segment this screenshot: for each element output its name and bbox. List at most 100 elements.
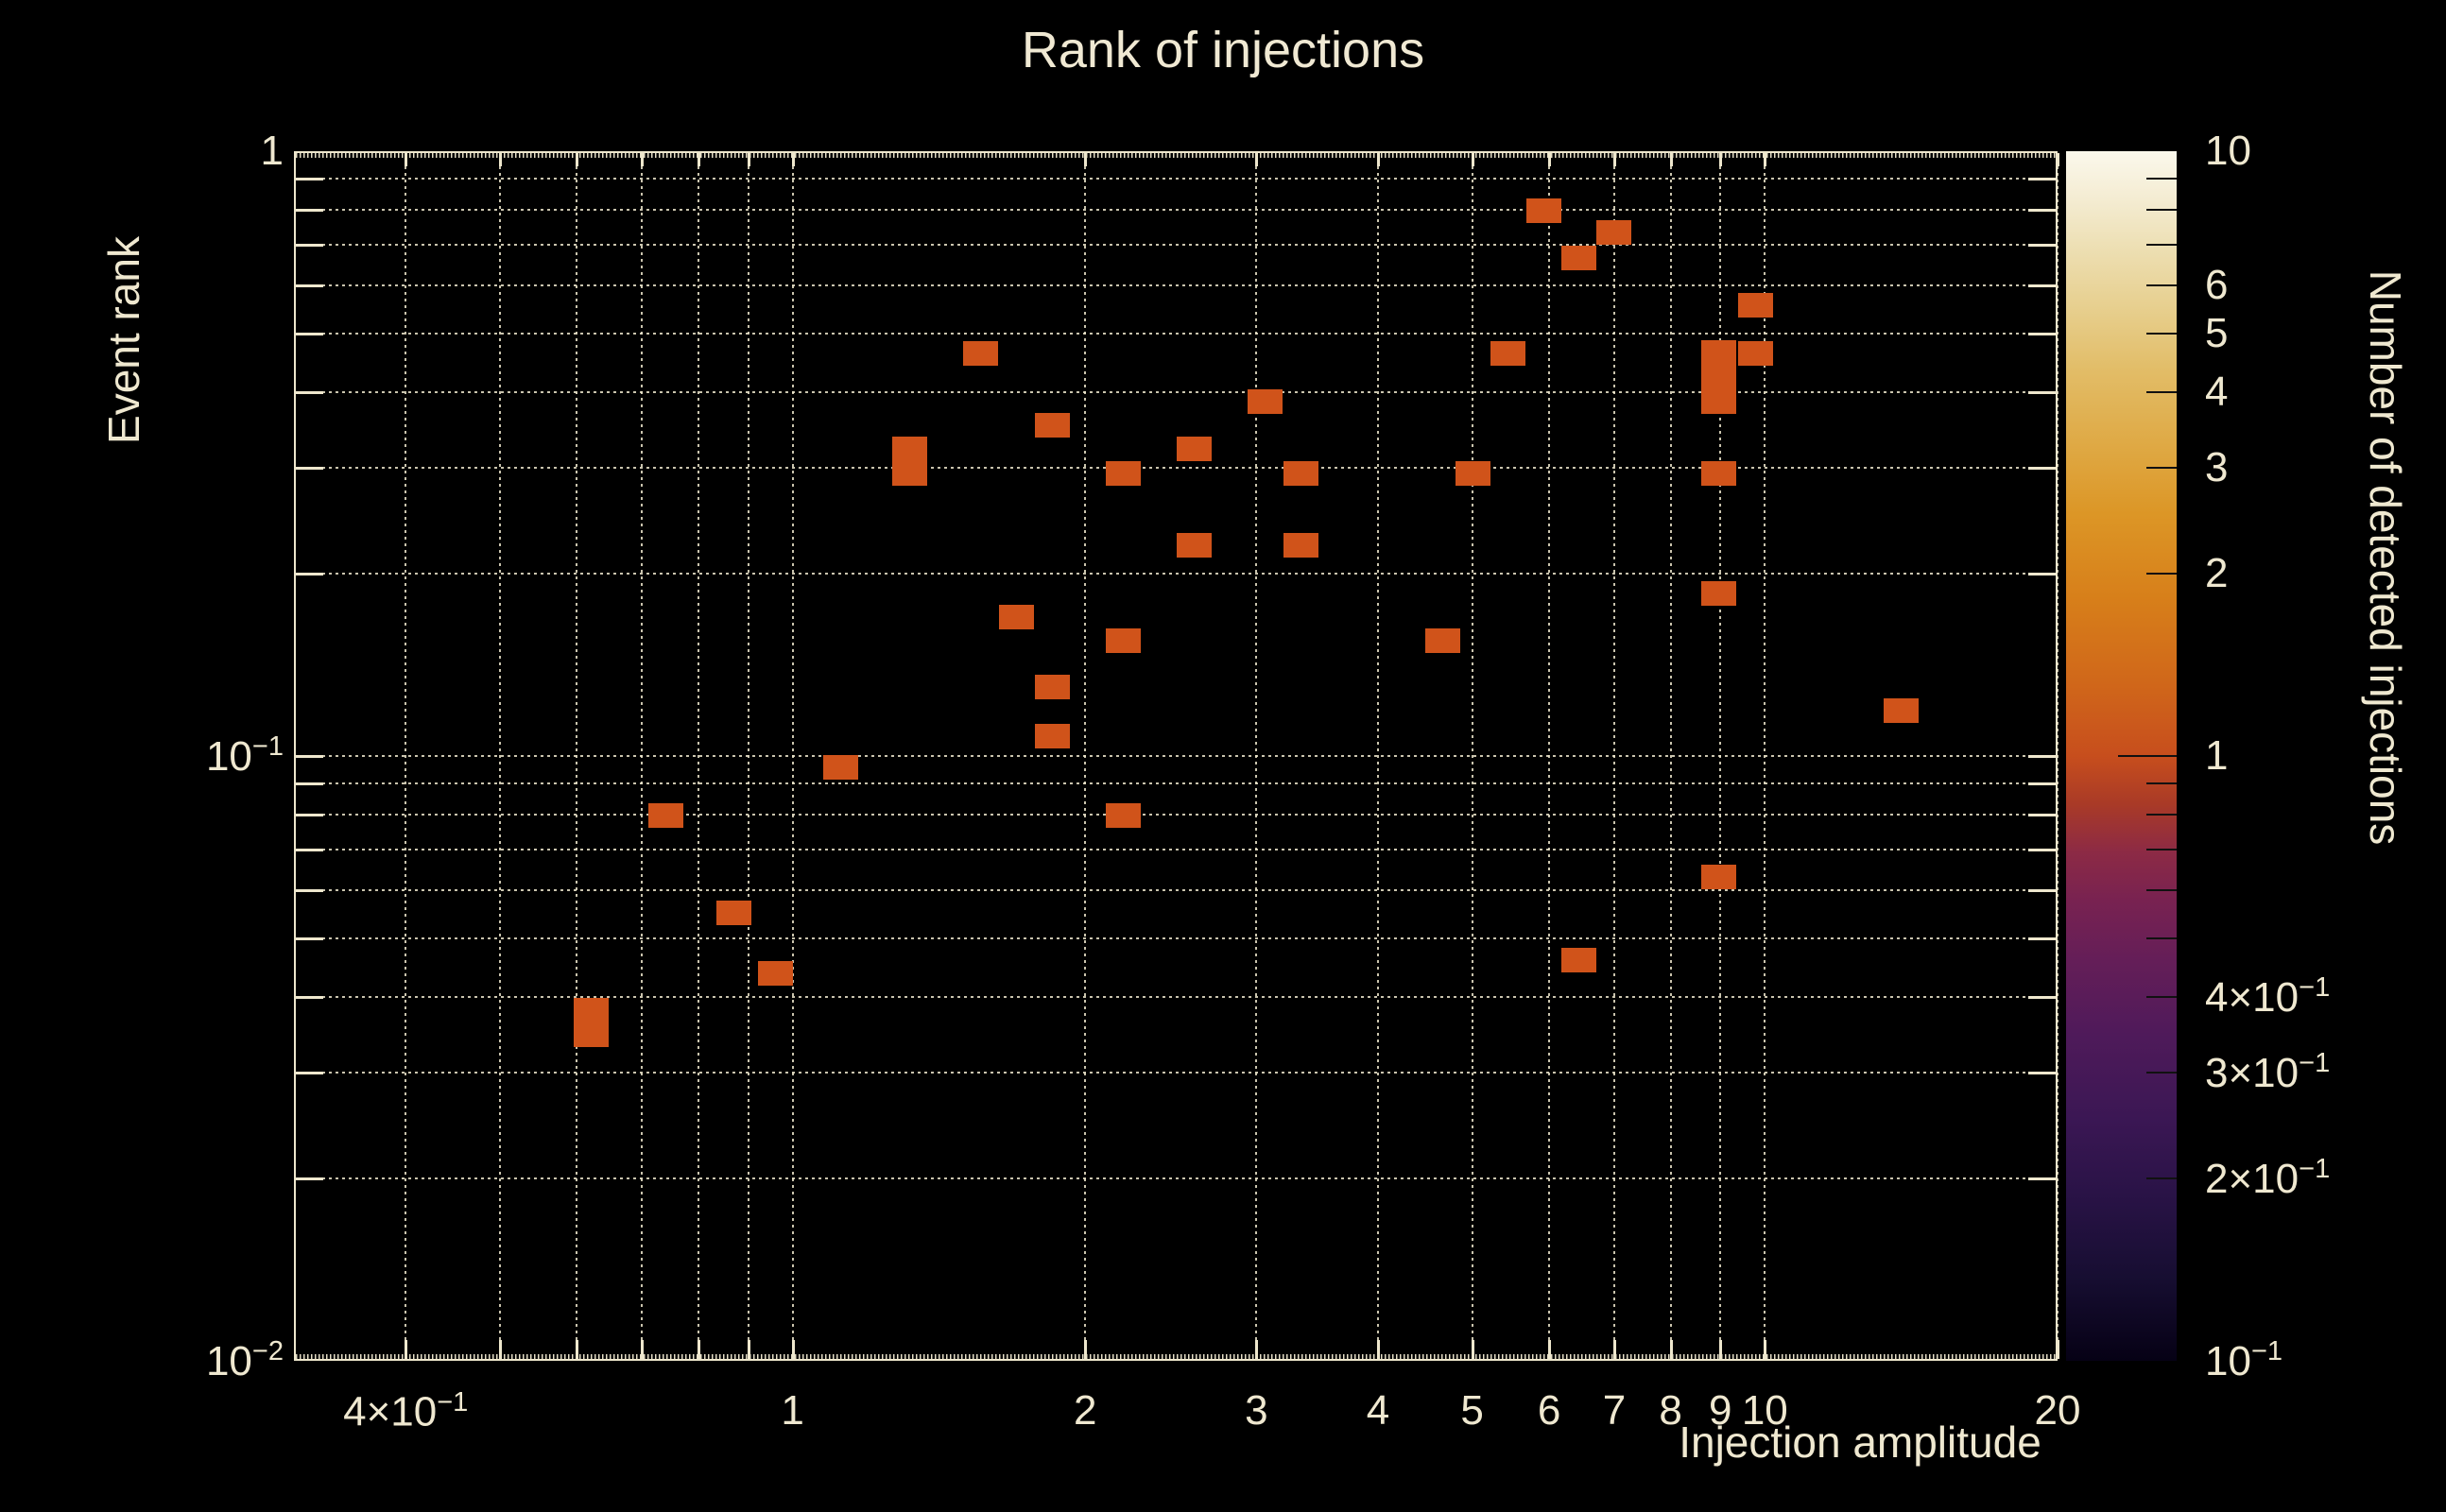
y-tick-mark	[2028, 1071, 2056, 1074]
x-tick-mark	[791, 1340, 795, 1359]
y-grid-line	[296, 814, 2056, 816]
data-bin	[1034, 413, 1070, 438]
colorbar-tick-label: 6	[2205, 261, 2229, 308]
y-tick-mark	[2028, 936, 2056, 940]
x-tick-mark	[498, 153, 502, 166]
data-bin	[1106, 628, 1142, 654]
y-grid-line	[296, 1177, 2056, 1180]
y-tick-mark	[296, 209, 323, 213]
data-bin	[892, 437, 928, 487]
colorbar-tick-label: 2	[2205, 550, 2229, 597]
y-tick-mark	[2028, 888, 2056, 892]
colorbar-tick-mark	[2146, 1071, 2177, 1074]
y-grid-line	[296, 1071, 2056, 1074]
data-bin	[1561, 948, 1597, 973]
colorbar-title: Number of detected injections	[2361, 269, 2410, 846]
colorbar-tick-mark	[2146, 178, 2177, 180]
x-tick-mark	[1376, 153, 1380, 166]
y-tick-mark	[296, 178, 323, 181]
data-bin	[715, 900, 751, 925]
colorbar-tick-label: 2×10−1	[2205, 1154, 2331, 1203]
x-tick-label: 4×10−1	[343, 1387, 469, 1435]
data-bin	[1525, 198, 1561, 224]
x-tick-mark	[1255, 153, 1259, 166]
y-tick-mark	[296, 1071, 323, 1074]
y-tick-mark	[2028, 814, 2056, 817]
data-bin	[962, 341, 998, 367]
data-bin	[1737, 341, 1773, 367]
x-tick-label: 2	[1074, 1387, 1097, 1434]
y-grid-line	[296, 284, 2056, 286]
x-tick-label: 8	[1659, 1387, 1682, 1434]
y-tick-label: 10−2	[205, 1336, 284, 1384]
data-bin	[1737, 293, 1773, 318]
x-tick-mark	[747, 1340, 750, 1359]
data-bin	[1701, 580, 1737, 606]
y-tick-mark	[296, 995, 323, 999]
y-tick-mark	[2028, 284, 2056, 287]
y-axis-title: Event rank	[99, 236, 148, 444]
data-bin	[1106, 803, 1142, 829]
x-tick-mark	[2057, 153, 2059, 166]
colorbar-tick-label: 10	[2205, 128, 2251, 174]
y-grid-line	[296, 995, 2056, 998]
x-tick-label: 3	[1245, 1387, 1268, 1434]
x-tick-label: 1	[781, 1387, 804, 1434]
colorbar-tick-mark	[2118, 755, 2177, 757]
data-bin	[1701, 461, 1737, 487]
data-bin	[647, 803, 683, 829]
y-tick-mark	[2028, 1177, 2056, 1181]
y-tick-mark	[296, 888, 323, 892]
y-tick-mark	[296, 573, 323, 576]
x-tick-label: 7	[1602, 1387, 1627, 1434]
x-tick-label: 10	[1741, 1387, 1788, 1434]
y-tick-mark	[296, 466, 323, 470]
y-tick-mark	[2028, 332, 2056, 335]
y-tick-mark	[2028, 390, 2056, 394]
x-axis-title: Injection amplitude	[1679, 1418, 2041, 1467]
y-grid-line	[296, 573, 2056, 576]
x-tick-mark	[1255, 1340, 1259, 1359]
x-tick-mark	[1612, 1340, 1616, 1359]
y-grid-line	[296, 888, 2056, 891]
colorbar-tick-mark	[2146, 936, 2177, 939]
y-tick-mark	[2028, 995, 2056, 999]
colorbar-tick-mark	[2146, 1177, 2177, 1180]
x-tick-mark	[1376, 1340, 1380, 1359]
data-bin	[1456, 461, 1491, 487]
x-tick-mark	[1764, 1340, 1767, 1359]
y-tick-mark	[296, 782, 323, 786]
y-grid-line	[296, 178, 2056, 180]
colorbar-tick-label: 4	[2205, 368, 2229, 415]
y-tick-mark	[2028, 244, 2056, 248]
x-tick-label: 20	[2034, 1387, 2081, 1434]
y-tick-mark	[2028, 466, 2056, 470]
x-tick-mark	[1548, 153, 1552, 166]
y-tick-mark	[296, 284, 323, 287]
colorbar-tick-label: 1	[2205, 732, 2229, 779]
x-tick-mark	[405, 153, 408, 166]
x-tick-mark	[1719, 153, 1723, 166]
colorbar-tick-mark	[2146, 209, 2177, 212]
data-bin	[1106, 461, 1142, 487]
data-bin	[822, 755, 858, 781]
data-bin	[1490, 341, 1525, 367]
data-bin	[573, 997, 609, 1047]
x-grid-line	[2057, 153, 2058, 1359]
data-bin	[1247, 389, 1283, 415]
x-tick-mark	[641, 1340, 645, 1359]
colorbar-tick-label: 10−1	[2205, 1336, 2283, 1384]
y-tick-mark	[296, 1177, 323, 1181]
y-grid-line	[296, 755, 2056, 757]
data-bin	[757, 961, 793, 987]
x-tick-mark	[697, 1340, 700, 1359]
colorbar-tick-mark	[2146, 849, 2177, 851]
x-tick-mark	[1669, 1340, 1673, 1359]
x-tick-mark	[641, 153, 645, 166]
data-bin	[1177, 436, 1213, 461]
y-tick-label: 10−1	[205, 731, 284, 780]
y-grid-line	[296, 466, 2056, 469]
x-tick-mark	[697, 153, 700, 166]
x-tick-mark	[1084, 1340, 1088, 1359]
x-tick-mark	[1471, 1340, 1474, 1359]
